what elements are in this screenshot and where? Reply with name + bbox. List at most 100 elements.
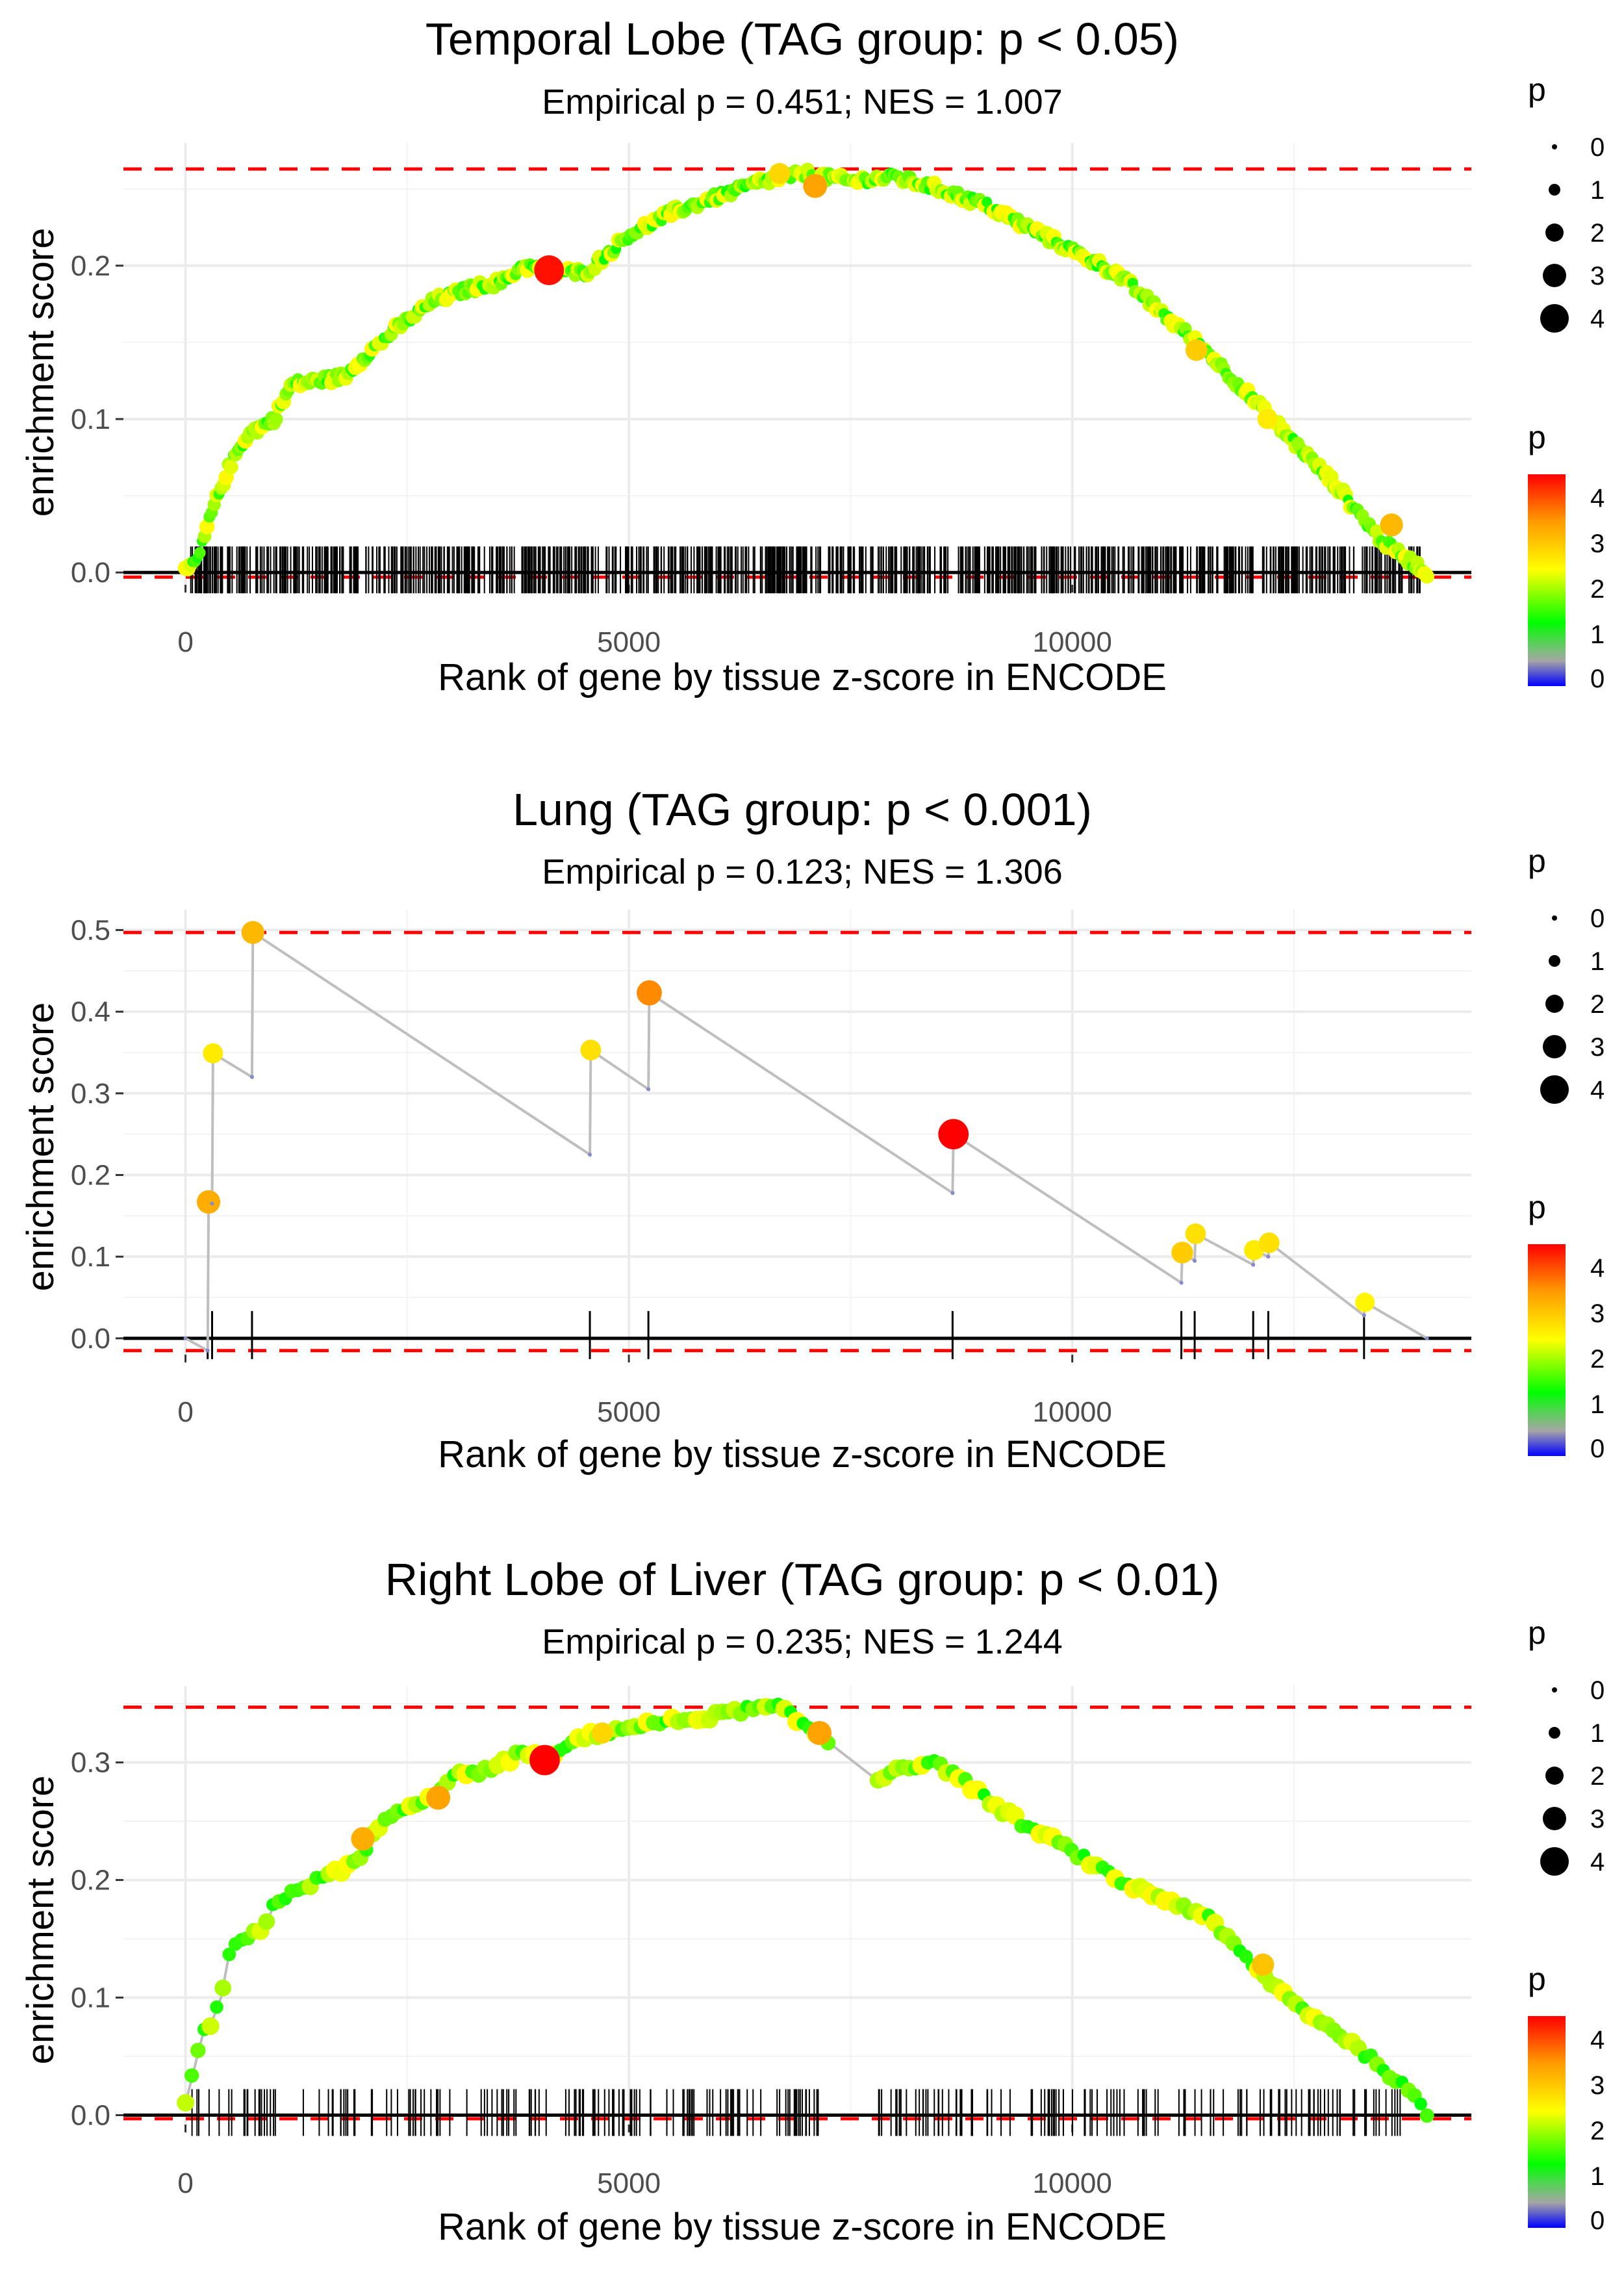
size-legend-label: 0 <box>1590 133 1605 162</box>
size-legend-key <box>1543 1035 1566 1058</box>
color-legend-label: 2 <box>1590 1345 1605 1373</box>
hit-rug <box>207 1310 1365 1359</box>
y-tick-label: 0.4 <box>71 996 110 1028</box>
color-legend-label: 0 <box>1590 1435 1605 1463</box>
es-point <box>194 546 206 559</box>
highlight-point <box>1251 1953 1275 1976</box>
es-point <box>1414 2097 1427 2110</box>
y-tick-label: 0.2 <box>71 1159 110 1191</box>
es-point <box>190 2043 206 2058</box>
x-axis-title: Rank of gene by tissue z-score in ENCODE <box>438 1433 1167 1476</box>
x-tick-label: 5000 <box>597 626 661 658</box>
highlight-point <box>768 162 791 185</box>
hit-rug <box>191 2089 1401 2136</box>
size-legend-key <box>1549 184 1560 196</box>
color-legend-label: 0 <box>1590 665 1605 693</box>
size-legend-key <box>1545 995 1564 1013</box>
es-point <box>201 2017 220 2036</box>
es-point <box>183 1336 188 1340</box>
size-legend-key <box>1543 264 1566 287</box>
panel-lung: Lung (TAG group: p < 0.001) Empirical p … <box>19 784 1605 1476</box>
highlight-point <box>529 1744 560 1776</box>
size-legend-label: 3 <box>1590 262 1605 290</box>
es-points <box>177 1697 1434 2123</box>
size-legend-key <box>1549 1727 1560 1739</box>
panel-right-lobe-of-liver: Right Lobe of Liver (TAG group: p < 0.01… <box>19 1554 1605 2248</box>
es-point <box>184 2068 199 2083</box>
es-point <box>950 1191 955 1195</box>
size-legend-label: 0 <box>1590 904 1605 933</box>
size-legend-label: 2 <box>1590 1762 1605 1791</box>
es-point <box>249 1075 254 1079</box>
color-legend-label: 1 <box>1590 2162 1605 2191</box>
es-curve <box>184 930 1428 1353</box>
es-point <box>214 1979 232 1997</box>
highlight-point <box>803 173 828 198</box>
es-point <box>1244 1240 1264 1260</box>
es-point <box>1258 1232 1280 1253</box>
x-tick-label: 5000 <box>597 2167 661 2199</box>
color-legend-label: 4 <box>1590 2026 1605 2054</box>
size-legend-label: 3 <box>1590 1805 1605 1833</box>
es-point <box>646 1087 651 1092</box>
color-legend: p 4 3 2 1 0 <box>1528 1189 1605 1463</box>
size-legend-title: p <box>1528 843 1546 879</box>
color-legend-label: 1 <box>1590 620 1605 649</box>
color-legend-label: 2 <box>1590 575 1605 604</box>
highlight-point <box>534 255 565 285</box>
y-tick-label: 0.0 <box>71 1323 110 1355</box>
y-tick-label: 0.3 <box>71 1078 110 1110</box>
highlight-point <box>1257 409 1278 429</box>
es-point <box>1355 1292 1375 1312</box>
size-legend-key <box>1552 144 1557 149</box>
es-point <box>1193 1258 1197 1263</box>
highlight-point <box>351 1827 375 1851</box>
size-legend-label: 1 <box>1590 1719 1605 1748</box>
color-legend-title: p <box>1528 1961 1546 1997</box>
x-axis-title: Rank of gene by tissue z-score in ENCODE <box>438 656 1167 698</box>
size-legend-label: 3 <box>1590 1033 1605 1062</box>
y-tick-label: 0.5 <box>71 914 110 946</box>
y-tick-label: 0.2 <box>71 250 110 282</box>
es-point <box>1171 1242 1193 1264</box>
highlight-point <box>426 1785 451 1810</box>
size-legend-key <box>1545 1767 1564 1785</box>
chart-subtitle: Empirical p = 0.123; NES = 1.306 <box>542 852 1062 891</box>
es-point <box>205 1348 210 1353</box>
color-legend-title: p <box>1528 1189 1546 1225</box>
size-legend-key <box>1540 1075 1569 1104</box>
x-tick-label: 10000 <box>1033 626 1112 658</box>
es-point <box>1266 1255 1271 1259</box>
y-axis-title: enrichment score <box>19 1776 62 2065</box>
color-legend-label: 3 <box>1590 530 1605 558</box>
color-legend-label: 1 <box>1590 1390 1605 1419</box>
highlight-point <box>1380 513 1403 537</box>
es-point <box>199 518 215 535</box>
size-legend-key <box>1540 1847 1569 1876</box>
size-legend-title: p <box>1528 71 1546 108</box>
hit-rug <box>190 546 1421 594</box>
es-point <box>203 1043 223 1064</box>
x-tick-label: 10000 <box>1033 1396 1112 1428</box>
chart-title: Temporal Lobe (TAG group: p < 0.05) <box>425 14 1179 64</box>
color-bar <box>1528 1244 1566 1456</box>
size-legend-label: 2 <box>1590 990 1605 1019</box>
es-point <box>210 1201 214 1206</box>
y-axis-title: enrichment score <box>19 1003 62 1292</box>
es-point <box>588 1153 592 1157</box>
panel-temporal-lobe: Temporal Lobe (TAG group: p < 0.05) Empi… <box>19 14 1605 698</box>
es-point <box>1425 1336 1429 1340</box>
size-legend-label: 0 <box>1590 1676 1605 1705</box>
size-legend-label: 4 <box>1590 1076 1605 1105</box>
plot-area: 0.0 0.1 0.2 0 5000 10000 <box>71 143 1471 658</box>
plot-area: 0.0 0.1 0.2 0.3 0.4 0.5 0 5000 10000 <box>71 910 1471 1428</box>
y-axis-title: enrichment score <box>19 228 62 517</box>
es-point <box>1419 2108 1434 2123</box>
y-tick-label: 0.0 <box>71 557 110 589</box>
y-tick-label: 0.1 <box>71 1982 110 2014</box>
es-point <box>1362 1313 1366 1318</box>
es-point <box>1179 1281 1184 1285</box>
es-point <box>1185 1223 1206 1244</box>
chart-title: Lung (TAG group: p < 0.001) <box>513 784 1092 835</box>
size-legend-key <box>1552 1687 1557 1693</box>
